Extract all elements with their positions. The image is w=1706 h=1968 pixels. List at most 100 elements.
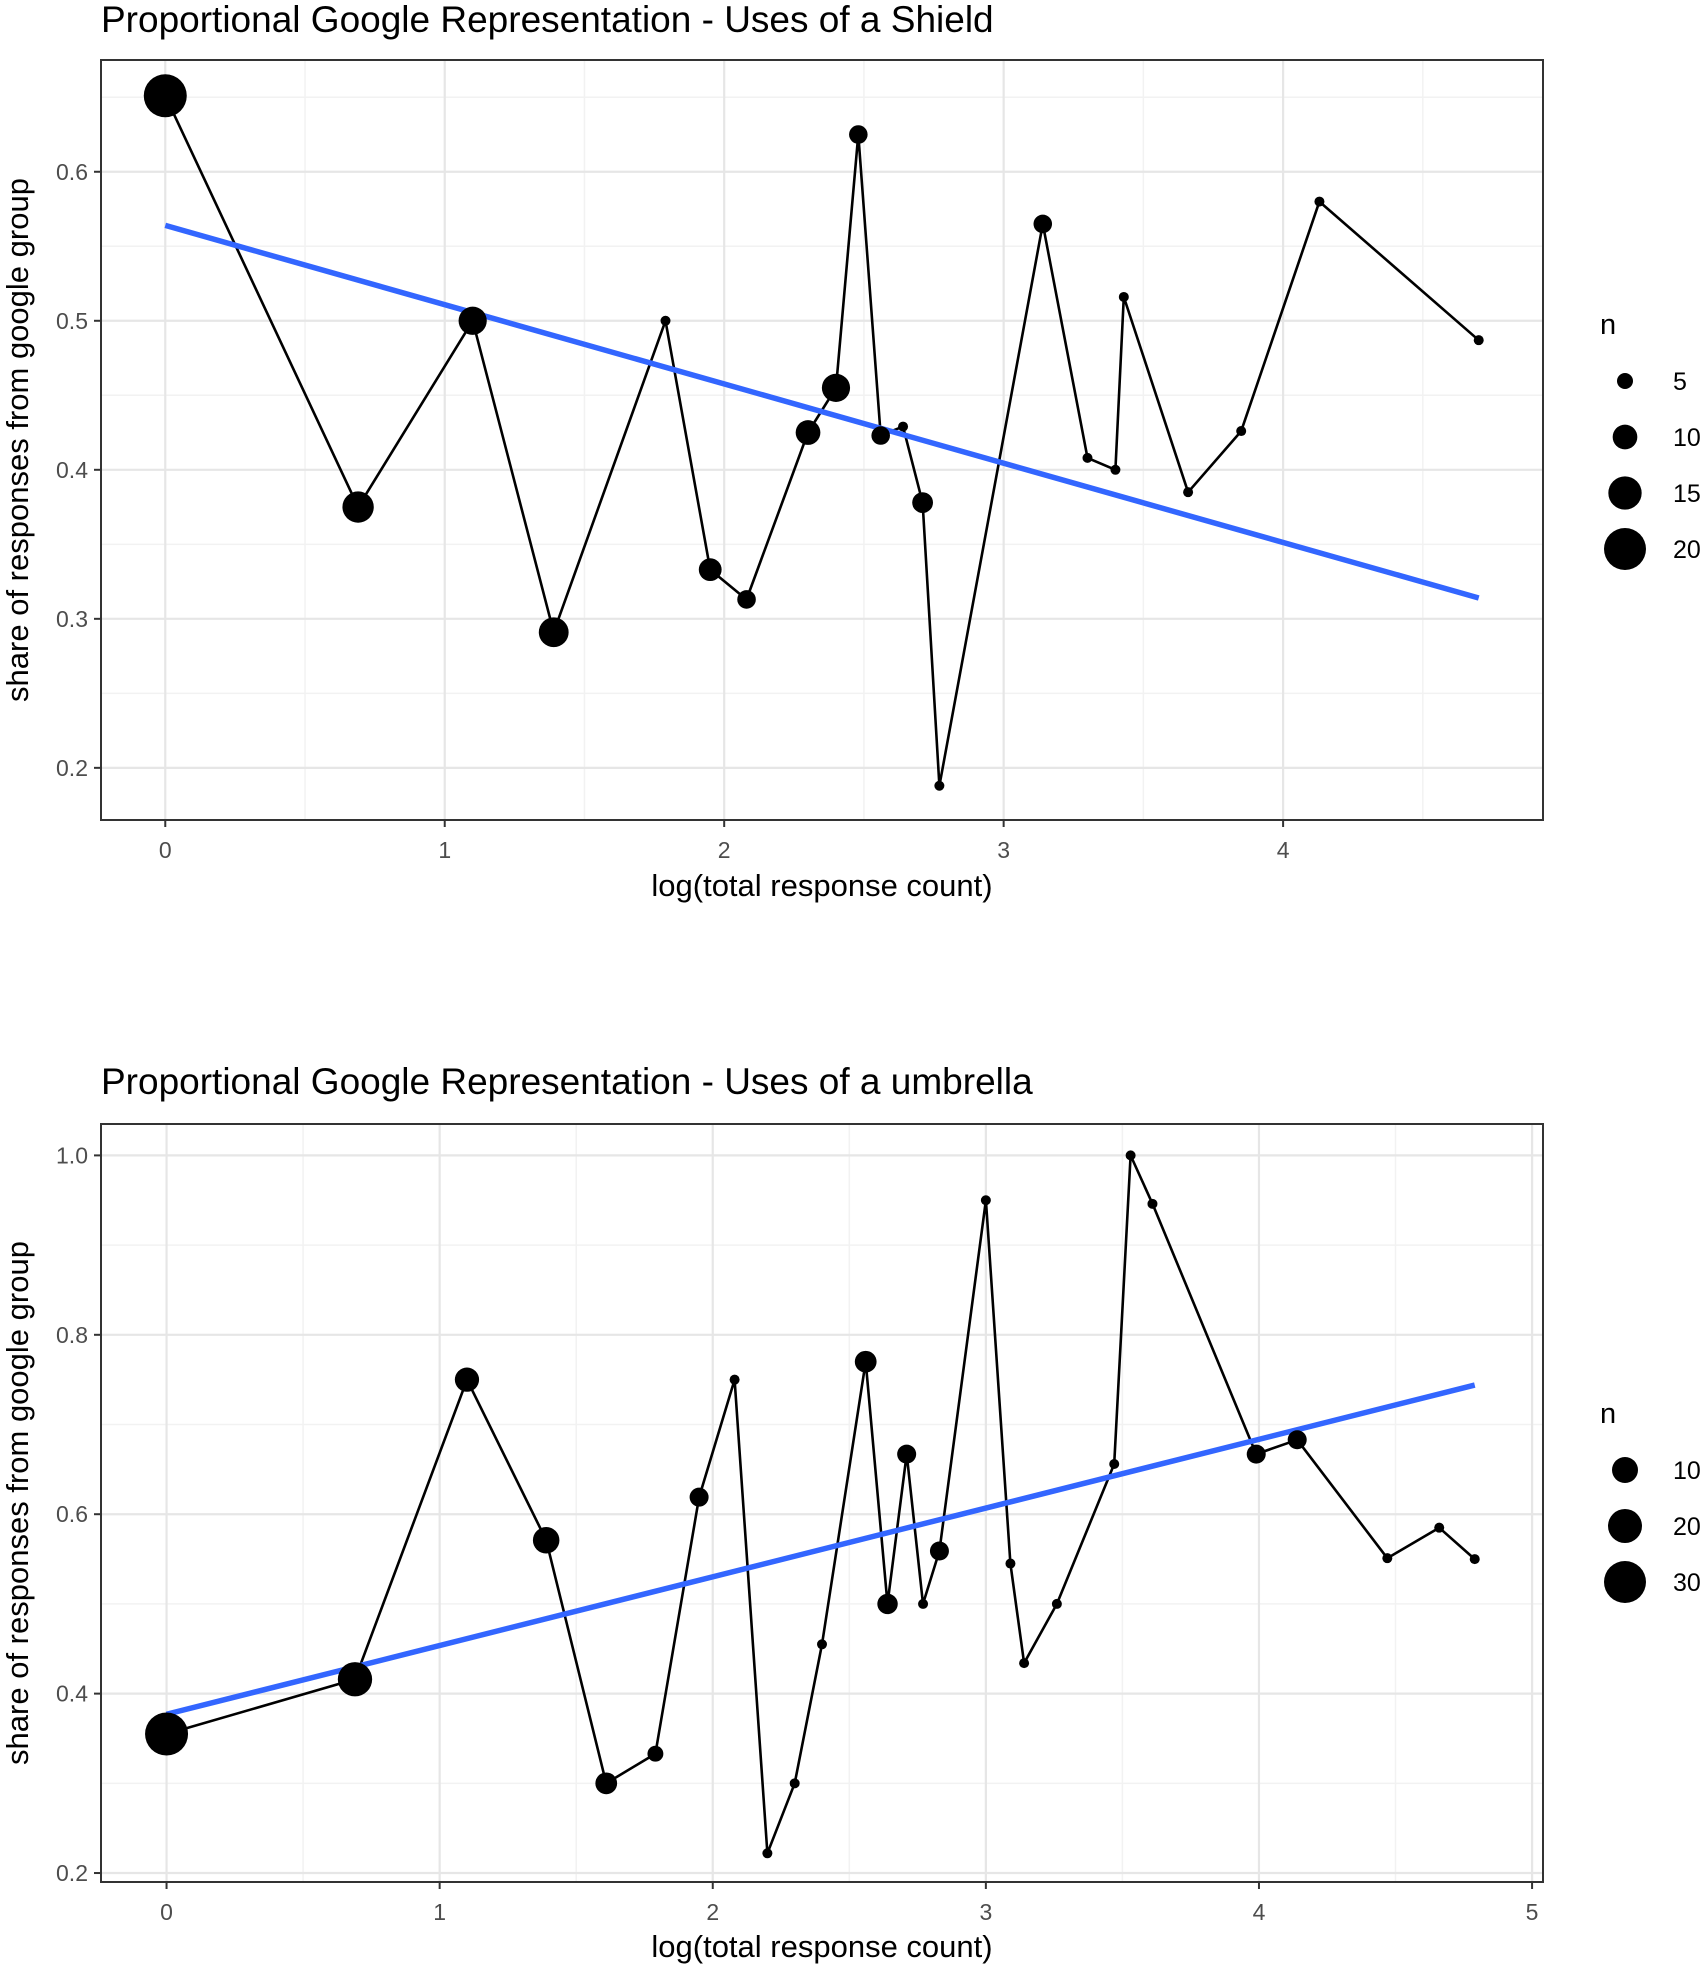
plot-area <box>101 60 1543 820</box>
data-point <box>647 1745 664 1762</box>
data-point <box>1118 291 1129 302</box>
data-point <box>1287 1430 1307 1450</box>
data-point <box>795 420 821 445</box>
x-tick-label: 5 <box>1526 1899 1539 1925</box>
x-axis-title: log(total response count) <box>651 868 992 903</box>
data-point <box>918 1598 929 1609</box>
trend-line <box>164 222 1480 601</box>
x-tick-label: 3 <box>979 1899 992 1925</box>
data-point <box>532 1526 560 1554</box>
data-point <box>660 315 671 326</box>
umbrella-chart: Proportional Google Representation - Use… <box>0 1061 1701 1964</box>
y-tick-label: 0.4 <box>56 1681 88 1707</box>
data-point <box>897 1444 917 1464</box>
y-axis-title: share of responses from google group <box>0 178 35 702</box>
data-point <box>337 1662 373 1697</box>
chart-title: Proportional Google Representation - Use… <box>101 0 994 40</box>
data-point <box>689 1487 709 1507</box>
data-point <box>934 780 945 791</box>
x-tick-label: 2 <box>718 837 731 863</box>
data-point <box>737 590 756 609</box>
data-point <box>729 1374 740 1385</box>
data-point <box>980 1195 991 1206</box>
data-point <box>538 617 569 648</box>
data-point <box>145 1712 189 1756</box>
data-point <box>1019 1658 1030 1669</box>
data-point <box>762 1848 773 1859</box>
data-point <box>1110 464 1121 475</box>
data-point <box>929 1541 949 1561</box>
x-tick-label: 1 <box>433 1899 446 1925</box>
y-tick-label: 0.4 <box>56 457 88 483</box>
legend-key <box>1612 424 1638 450</box>
legend-label: 10 <box>1673 424 1701 452</box>
data-point <box>454 1367 480 1392</box>
legend-label: 20 <box>1673 536 1701 564</box>
chart-title: Proportional Google Representation - Use… <box>101 1061 1033 1102</box>
y-tick-label: 0.8 <box>56 1322 88 1348</box>
data-point <box>1246 1444 1266 1464</box>
data-point <box>817 1639 827 1650</box>
plot-border <box>100 1123 1544 1883</box>
legend-label: 20 <box>1673 1513 1701 1541</box>
x-tick-label: 2 <box>706 1899 719 1925</box>
data-point <box>1473 335 1484 346</box>
legend-key <box>1604 1561 1646 1603</box>
y-tick-label: 0.2 <box>56 755 88 781</box>
data-point <box>1005 1558 1016 1569</box>
y-tick-label: 0.6 <box>56 1501 88 1527</box>
x-tick-label: 0 <box>159 837 172 863</box>
y-tick-label: 0.3 <box>56 606 88 632</box>
data-point <box>342 491 374 523</box>
y-tick-label: 0.2 <box>56 1860 88 1886</box>
data-point <box>1382 1553 1393 1564</box>
data-point <box>1051 1598 1062 1609</box>
data-point <box>698 558 722 582</box>
data-point <box>1434 1522 1445 1533</box>
legend-title: n <box>1600 309 1616 341</box>
data-point <box>458 306 487 335</box>
trend-line <box>165 1382 1476 1717</box>
data-point <box>821 373 851 402</box>
legend-label: 10 <box>1673 1457 1701 1485</box>
data-point <box>898 421 909 432</box>
data-point <box>1183 487 1194 498</box>
data-point <box>1469 1554 1480 1565</box>
y-axis-title: share of responses from google group <box>0 1241 35 1765</box>
x-tick-label: 0 <box>160 1899 173 1925</box>
data-point <box>1147 1198 1158 1209</box>
legend-label: 30 <box>1673 1569 1701 1597</box>
x-tick-label: 3 <box>997 837 1010 863</box>
data-point <box>789 1778 800 1789</box>
data-point <box>595 1772 618 1795</box>
x-tick-label: 4 <box>1253 1899 1266 1925</box>
legend-key <box>1608 1509 1642 1543</box>
shield-chart: Proportional Google Representation - Use… <box>0 0 1701 903</box>
data-point <box>143 74 187 118</box>
data-line <box>166 1154 1476 1855</box>
data-point <box>871 426 890 445</box>
legend-key <box>1617 373 1633 389</box>
data-point <box>849 125 868 144</box>
data-point <box>1109 1458 1120 1469</box>
legend-key <box>1608 476 1642 510</box>
data-point <box>912 492 933 513</box>
legend-label: 5 <box>1673 368 1687 396</box>
data-point <box>1314 196 1325 207</box>
legend-key <box>1612 1457 1638 1483</box>
x-tick-label: 4 <box>1277 837 1290 863</box>
data-point <box>1125 1150 1136 1161</box>
data-point <box>854 1350 877 1373</box>
data-point <box>877 1593 898 1615</box>
legend-title: n <box>1600 1398 1616 1430</box>
legend-key <box>1604 528 1646 570</box>
x-tick-label: 1 <box>438 837 451 863</box>
y-tick-label: 0.5 <box>56 308 88 334</box>
data-point <box>1033 214 1053 234</box>
plot-area <box>101 1124 1543 1882</box>
legend-label: 15 <box>1673 480 1701 508</box>
x-axis-title: log(total response count) <box>651 1929 992 1964</box>
plot-border <box>100 59 1544 821</box>
data-point <box>1082 452 1093 463</box>
